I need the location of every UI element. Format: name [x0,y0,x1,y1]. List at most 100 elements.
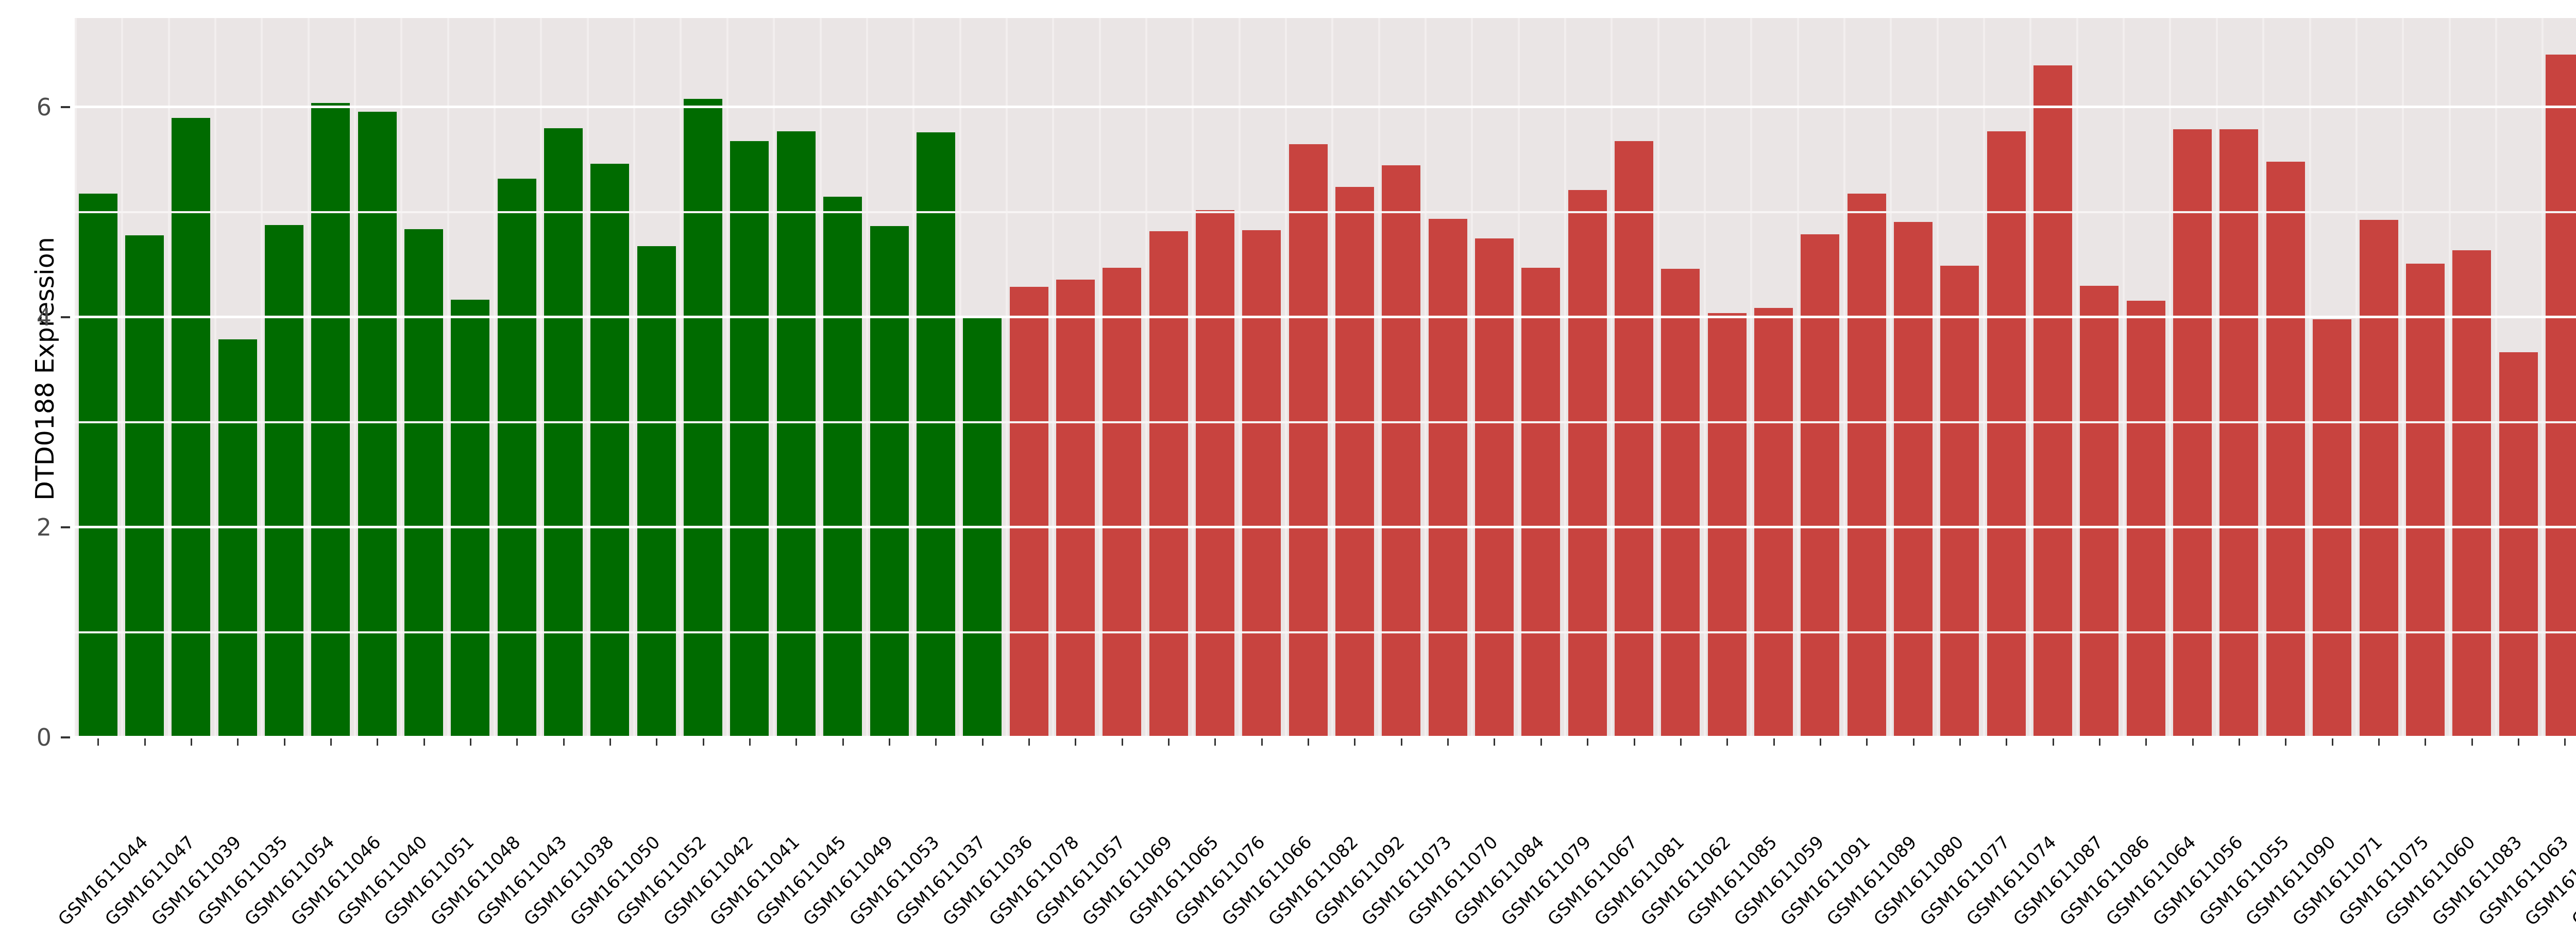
x-axis-tick-mark [1308,737,1310,746]
bar-slot [2169,18,2215,737]
bar-slot [400,18,447,737]
bar[interactable] [497,179,536,737]
bar[interactable] [1661,269,1700,737]
bar-slot [354,18,400,737]
bar[interactable] [1568,190,1607,737]
x-axis-tick-mark [2471,737,2473,746]
bar-slot [2495,18,2541,737]
bar[interactable] [1707,313,1747,737]
x-axis-tick-mark [981,737,984,746]
x-axis-tick-mark [1075,737,1077,746]
bar[interactable] [1894,221,1933,737]
x-axis-tick: GSM1611059 [1730,737,1828,930]
x-axis-tick: GSM1611091 [1776,737,1874,930]
bar-slot [2448,18,2495,737]
x-axis-tick-mark [516,737,518,746]
bar[interactable] [1847,193,1886,737]
y-axis-tick-mark [61,526,70,529]
bar[interactable] [1940,266,1979,737]
bar[interactable] [1754,307,1793,737]
x-axis-tick: GSM1611066 [1218,737,1316,930]
bar[interactable] [1987,131,2026,737]
x-axis-tick: GSM1611064 [2103,737,2200,930]
bar[interactable] [1242,230,1281,737]
x-axis-tick-mark [1819,737,1821,746]
bar-slot [1843,18,1890,737]
bar-slot [633,18,680,737]
bar[interactable] [730,141,769,737]
x-axis-tick: GSM1611044 [54,737,152,930]
x-axis-tick-mark [1540,737,1542,746]
bar[interactable] [1149,231,1188,737]
bar[interactable] [2499,352,2538,737]
bar[interactable] [1335,187,1374,737]
bar[interactable] [1103,268,1142,737]
x-axis-tick-mark [1400,737,1402,746]
bar-slot [2215,18,2262,737]
bar[interactable] [823,196,862,737]
bar[interactable] [870,226,909,737]
bar[interactable] [916,132,955,737]
bar[interactable] [776,131,816,737]
bar[interactable] [590,164,630,737]
bar-slot [959,18,1006,737]
x-axis-tick-mark [2518,737,2520,746]
bar[interactable] [963,316,1002,737]
bar[interactable] [1521,268,1561,737]
x-axis-tick: GSM1611071 [2289,737,2386,930]
bar[interactable] [358,111,397,737]
bar[interactable] [1801,234,1840,737]
bar[interactable] [2080,286,2119,737]
bar[interactable] [637,246,676,737]
bar-slot [1005,18,1052,737]
bar[interactable] [451,299,490,737]
bar[interactable] [1382,165,1421,737]
bar[interactable] [265,225,304,737]
x-axis-tick-mark [97,737,99,746]
bar-slot [2541,18,2576,737]
bar[interactable] [2173,129,2212,737]
y-axis-tick-label: 6 [36,93,52,122]
bar[interactable] [1009,287,1048,737]
bar-slot [447,18,494,737]
bar[interactable] [218,339,257,737]
bar[interactable] [2126,300,2165,737]
bar[interactable] [404,229,444,737]
bar[interactable] [1056,279,1095,737]
bar-slot [167,18,214,737]
bar[interactable] [2033,65,2073,737]
x-axis-tick-mark [190,737,192,746]
bar[interactable] [2266,162,2305,737]
x-axis-tick: GSM1611060 [2382,737,2480,930]
x-axis-tick-mark [1680,737,1682,746]
bar[interactable] [78,193,117,737]
x-axis-tick: GSM1611043 [473,737,571,930]
x-axis-tick-mark [749,737,751,746]
bar[interactable] [2359,219,2398,737]
x-axis-tick: GSM1611090 [2242,737,2340,930]
bar[interactable] [2452,250,2492,737]
x-axis-tick: GSM1611082 [1264,737,1362,930]
bar[interactable] [2219,129,2259,737]
x-axis-tick-mark [1121,737,1123,746]
bar[interactable] [544,128,583,737]
bar[interactable] [1428,218,1467,737]
bar[interactable] [311,103,350,737]
bar[interactable] [2313,319,2352,737]
y-axis-tick-label: 0 [36,724,52,751]
bar[interactable] [2545,55,2576,737]
bar[interactable] [125,235,164,737]
bar[interactable] [684,99,723,737]
x-axis-tick: GSM1611087 [2009,737,2107,930]
bar-slot [2076,18,2123,737]
x-axis-tick: GSM1611069 [1078,737,1176,930]
x-axis-tick: GSM1611088 [2521,737,2576,930]
bar[interactable] [172,117,211,737]
x-axis-tick: GSM1611089 [1823,737,1921,930]
bar-slot [1098,18,1145,737]
bar[interactable] [1289,144,1328,737]
bar[interactable] [1615,141,1653,737]
bar[interactable] [1195,210,1234,737]
bar[interactable] [2405,264,2445,737]
bar[interactable] [1475,238,1514,737]
